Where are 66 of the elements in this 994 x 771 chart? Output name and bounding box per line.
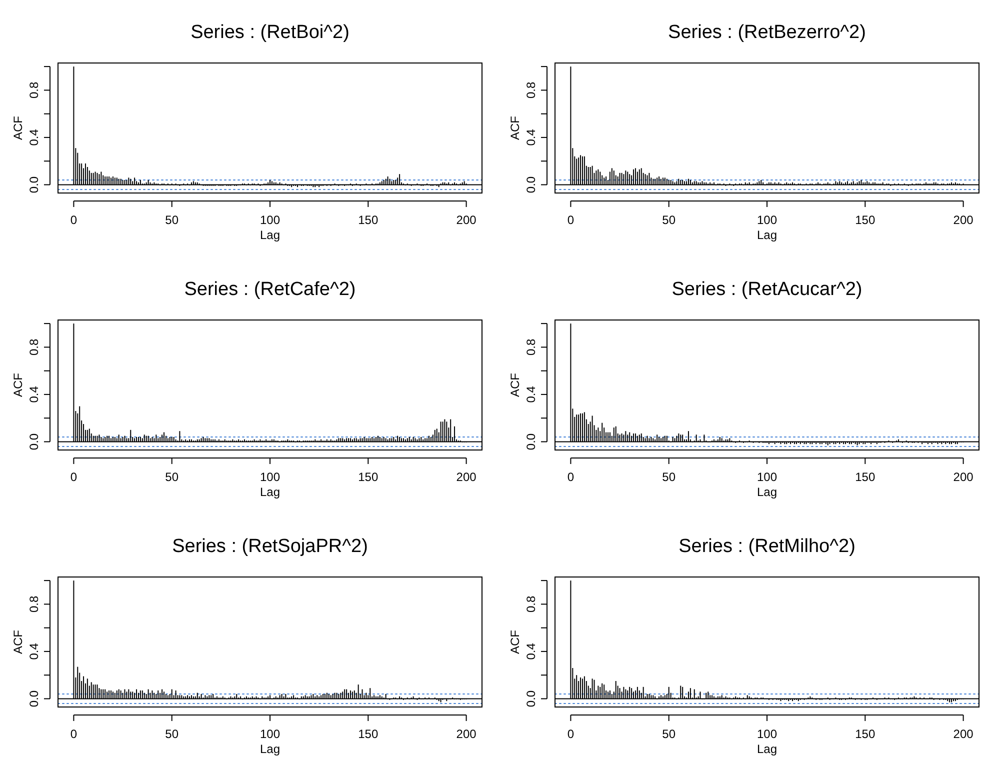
y-tick-label: 0.4 xyxy=(27,128,41,146)
x-tick-label: 150 xyxy=(358,213,378,227)
y-tick-label: 0.0 xyxy=(27,690,41,708)
y-tick-label: 0.0 xyxy=(524,690,538,708)
x-tick-label: 200 xyxy=(953,213,974,227)
y-tick-label: 0.4 xyxy=(524,386,538,403)
x-tick-label: 200 xyxy=(953,727,974,741)
x-axis-title: Lag xyxy=(756,742,778,756)
x-tick-label: 50 xyxy=(165,727,179,741)
x-tick-label: 150 xyxy=(855,470,876,484)
x-tick-label: 50 xyxy=(662,470,676,484)
x-tick-label: 50 xyxy=(165,470,179,484)
x-tick-label: 150 xyxy=(855,727,876,741)
y-tick-label: 0.0 xyxy=(524,433,538,450)
chart-title: Series : (RetSojaPR^2) xyxy=(172,536,368,557)
x-tick-label: 200 xyxy=(456,727,477,741)
x-tick-label: 50 xyxy=(662,213,676,227)
chart-title: Series : (RetAcucar^2) xyxy=(672,279,862,300)
chart-title: Series : (RetBoi^2) xyxy=(190,22,350,43)
x-tick-label: 0 xyxy=(70,727,78,741)
x-axis-title: Lag xyxy=(260,485,280,499)
y-axis-title: ACF xyxy=(508,116,522,140)
x-tick-label: 150 xyxy=(358,470,378,484)
x-axis-title: Lag xyxy=(260,228,280,242)
x-axis-title: Lag xyxy=(756,228,778,242)
x-tick-label: 0 xyxy=(567,470,574,484)
y-tick-label: 0.4 xyxy=(27,386,41,403)
y-tick-label: 0.8 xyxy=(524,596,538,613)
x-tick-label: 200 xyxy=(456,213,477,227)
x-tick-label: 100 xyxy=(260,727,280,741)
x-tick-label: 0 xyxy=(70,213,78,227)
x-tick-label: 0 xyxy=(567,727,574,741)
x-tick-label: 150 xyxy=(855,213,876,227)
chart-title: Series : (RetCafe^2) xyxy=(184,279,356,300)
y-axis-title: ACF xyxy=(11,630,25,654)
y-tick-label: 0.8 xyxy=(27,338,41,356)
x-tick-label: 150 xyxy=(358,727,378,741)
x-tick-label: 100 xyxy=(260,470,280,484)
x-tick-label: 0 xyxy=(567,213,574,227)
x-axis-title: Lag xyxy=(260,742,280,756)
x-tick-label: 100 xyxy=(756,470,778,484)
y-axis-title: ACF xyxy=(508,373,522,397)
x-tick-label: 0 xyxy=(70,470,78,484)
x-tick-label: 50 xyxy=(165,213,179,227)
y-tick-label: 0.4 xyxy=(27,642,41,660)
x-axis-title: Lag xyxy=(756,485,778,499)
y-tick-label: 0.8 xyxy=(27,82,41,99)
y-tick-label: 0.4 xyxy=(524,642,538,660)
y-axis-title: ACF xyxy=(508,630,522,654)
y-tick-label: 0.8 xyxy=(524,82,538,99)
y-tick-label: 0.4 xyxy=(524,128,538,146)
y-tick-label: 0.0 xyxy=(524,176,538,194)
x-tick-label: 50 xyxy=(662,727,676,741)
x-tick-label: 100 xyxy=(756,213,778,227)
y-tick-label: 0.0 xyxy=(27,176,41,194)
y-tick-label: 0.0 xyxy=(27,433,41,450)
x-tick-label: 100 xyxy=(260,213,280,227)
chart-title: Series : (RetMilho^2) xyxy=(678,536,856,557)
chart-title: Series : (RetBezerro^2) xyxy=(668,22,866,43)
x-tick-label: 200 xyxy=(456,470,477,484)
y-tick-label: 0.8 xyxy=(524,338,538,356)
y-tick-label: 0.8 xyxy=(27,596,41,613)
y-axis-title: ACF xyxy=(11,116,25,140)
y-axis-title: ACF xyxy=(11,373,25,397)
x-tick-label: 100 xyxy=(756,727,778,741)
x-tick-label: 200 xyxy=(953,470,974,484)
